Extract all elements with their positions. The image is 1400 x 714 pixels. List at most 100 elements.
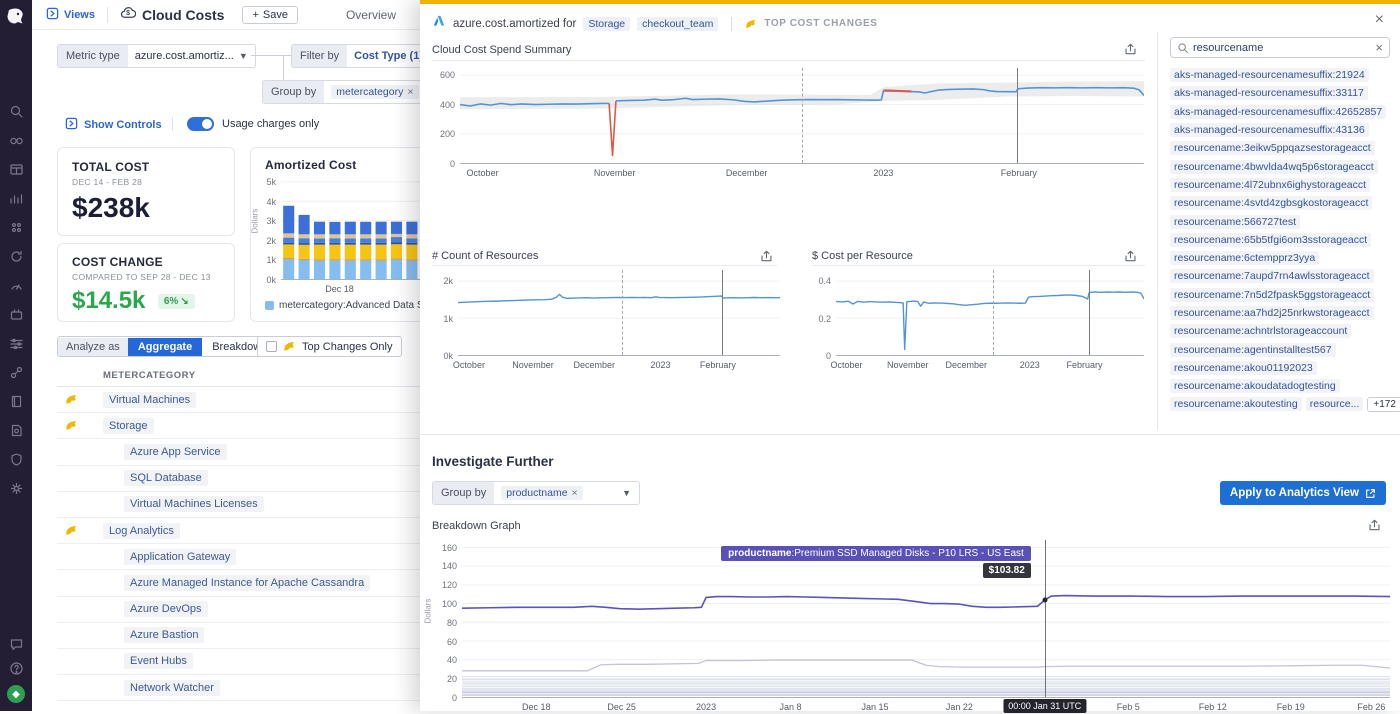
breakdown-graph-chart[interactable]: Dollars020406080100120140160productname:…	[432, 540, 1390, 714]
usage-charges-toggle[interactable]	[187, 117, 214, 131]
sidebar-icon-settings[interactable]	[9, 481, 24, 496]
apply-to-analytics-view-button[interactable]: Apply to Analytics View	[1220, 481, 1386, 505]
y-tick-label: 1k	[266, 255, 276, 265]
cursor-line	[1045, 540, 1046, 697]
datadog-logo-icon[interactable]	[4, 5, 28, 29]
sidebar-icon-integrations[interactable]	[9, 307, 24, 322]
amortized-cost-chart[interactable]: Dollars0k1k2k3k4k5kDec 18	[259, 178, 435, 296]
spend-summary-chart[interactable]: 0200400600OctoberNovemberDecember2023Feb…	[434, 68, 1144, 180]
total-cost-value: $238k	[72, 192, 220, 224]
count-resources-chart[interactable]: 0k1k2kOctoberNovemberDecember2023Februar…	[432, 270, 780, 372]
sidebar-icon-pipelines[interactable]	[9, 336, 24, 351]
user-avatar[interactable]: ◆	[7, 685, 25, 703]
tab-overview[interactable]: Overview	[346, 0, 396, 30]
x-tick-label: December	[946, 360, 988, 370]
sidebar-icon-audit[interactable]	[9, 423, 24, 438]
resource-chip[interactable]: resourcename:akoutesting	[1170, 397, 1302, 411]
resource-chip[interactable]: aks-managed-resourcenamesuffix:42652857	[1170, 105, 1386, 119]
export-icon[interactable]	[1124, 43, 1137, 56]
divider	[432, 265, 777, 266]
sidebar-icon-infrastructure[interactable]	[9, 191, 24, 206]
cloud-cost-icon: $	[120, 5, 136, 24]
resource-chip-truncated[interactable]: resource...	[1306, 397, 1364, 411]
resource-chip[interactable]: resourcename:4l72ubnx6ighystorageacct	[1170, 178, 1370, 192]
top-changes-checkbox[interactable]	[266, 341, 277, 352]
sidebar-icon-service-map[interactable]	[9, 365, 24, 380]
more-count-badge[interactable]: +172	[1367, 397, 1400, 412]
sidebar-icon-search[interactable]	[9, 104, 24, 119]
sidebar-icon-apm[interactable]	[9, 249, 24, 264]
sidebar-icon-monitors[interactable]	[9, 278, 24, 293]
resource-chip[interactable]: resourcename:566727test	[1170, 215, 1300, 229]
close-icon[interactable]: ×	[1375, 12, 1384, 28]
resource-chip[interactable]: resourcename:7aupd7rn4awlsstorageacct	[1170, 269, 1374, 283]
cost-per-resource-chart[interactable]: 00.20.4OctoberNovemberDecember2023Februa…	[810, 270, 1144, 372]
resource-search-box[interactable]: ×	[1170, 37, 1390, 58]
y-tick-label: 600	[440, 70, 455, 80]
chat-icon[interactable]	[9, 637, 24, 652]
search-input[interactable]	[1193, 42, 1375, 54]
remove-chip-icon[interactable]: ×	[572, 487, 578, 499]
data-point-marker	[1042, 597, 1047, 602]
flame-icon	[65, 419, 78, 432]
productname-chip[interactable]: productname×	[501, 486, 582, 500]
remove-chip-icon[interactable]: ×	[407, 86, 413, 98]
export-icon[interactable]	[1368, 519, 1381, 532]
metercategory-cell: Azure App Service	[124, 444, 227, 460]
investigate-group-by-control[interactable]: Group by productname× ▼	[432, 481, 640, 505]
resource-chip[interactable]: aks-managed-resourcenamesuffix:33117	[1170, 86, 1368, 100]
sidebar-icon-watchdog[interactable]	[9, 133, 24, 148]
resource-chip[interactable]: resourcename:agentinstalltest567	[1170, 343, 1336, 357]
resource-chip[interactable]: resourcename:3eikw5ppqazsestorageacct	[1170, 141, 1375, 155]
y-tick-label: 400	[440, 100, 455, 110]
resource-chip[interactable]: resourcename:6ctempprz3yya	[1170, 251, 1319, 265]
save-button[interactable]: +Save	[242, 6, 298, 24]
export-icon[interactable]	[760, 250, 773, 263]
filter-chip-checkout-team[interactable]: checkout_team	[637, 17, 718, 31]
resource-chip[interactable]: aks-managed-resourcenamesuffix:21924	[1170, 68, 1369, 82]
x-tick-label: February	[700, 360, 736, 370]
resource-chip[interactable]: resourcename:4bwvlda4wq5p6storageacct	[1170, 160, 1378, 174]
resource-chip[interactable]: resourcename:aa7hd2j25nrkwstorageacct	[1170, 306, 1374, 320]
resource-chip[interactable]: resourcename:akoudatadogtesting	[1170, 379, 1340, 393]
resource-chip[interactable]: resourcename:4svtd4zgbsgkostorageacct	[1170, 196, 1372, 210]
resource-chip[interactable]: aks-managed-resourcenamesuffix:43136	[1170, 123, 1369, 137]
aggregate-button[interactable]: Aggregate	[128, 338, 202, 356]
breakdown-graph-title: Breakdown Graph	[432, 520, 521, 532]
y-tick-label: 80	[447, 618, 457, 628]
clear-search-icon[interactable]: ×	[1375, 40, 1383, 55]
metercategory-cell: Network Watcher	[124, 680, 220, 696]
connector-line	[251, 55, 291, 56]
top-changes-label: Top Changes Only	[302, 341, 393, 353]
show-controls-link[interactable]: Show Controls	[65, 117, 162, 133]
sidebar-icon-dashboards[interactable]	[9, 162, 24, 177]
sidebar-icon-security[interactable]	[9, 452, 24, 467]
top-changes-only-control[interactable]: Top Changes Only	[257, 336, 402, 357]
sidebar-icon-logs[interactable]	[9, 394, 24, 409]
metric-type-control[interactable]: Metric type azure.cost.amortiz...▼	[57, 44, 256, 68]
group-by-chip[interactable]: metercategory×	[331, 85, 418, 99]
sidebar-icon-processes[interactable]	[9, 220, 24, 235]
x-tick-label: November	[594, 168, 636, 178]
group-by-control[interactable]: Group by metercategory×	[262, 80, 427, 104]
resource-chip[interactable]: resourcename:7n5d2fpask5ggstorageacct	[1170, 288, 1374, 302]
resource-chip[interactable]: resourcename:achntrlstorageaccount	[1170, 324, 1351, 338]
analyze-as-label: Analyze as	[58, 338, 128, 356]
resource-list-item: aks-managed-resourcenamesuffix:42652857	[1170, 103, 1396, 121]
help-icon[interactable]	[9, 661, 24, 676]
metercategory-cell: Virtual Machines	[103, 392, 196, 408]
x-tick-label: 2023	[873, 168, 893, 178]
filter-chip-storage[interactable]: Storage	[583, 17, 630, 31]
chevron-down-icon: ▼	[622, 488, 631, 498]
views-button[interactable]: Views	[46, 7, 95, 23]
resource-chip[interactable]: resourcename:65b5tfgi6om3sstorageacct	[1170, 233, 1371, 247]
export-icon[interactable]	[1124, 250, 1137, 263]
external-link-icon	[1365, 488, 1376, 499]
y-tick-label: 1k	[443, 314, 453, 324]
resource-list-item: resourcename:4bwvlda4wq5p6storageacct	[1170, 157, 1396, 175]
resource-list-item: resourcename:aa7hd2j25nrkwstorageacct	[1170, 304, 1396, 322]
amortized-legend[interactable]: metercategory:Advanced Data Secu	[265, 300, 440, 311]
y-tick-label: 0	[450, 159, 455, 169]
resource-list-item: resourcename:7aupd7rn4awlsstorageacct	[1170, 267, 1396, 285]
resource-chip[interactable]: resourcename:akou01192023	[1170, 361, 1317, 375]
